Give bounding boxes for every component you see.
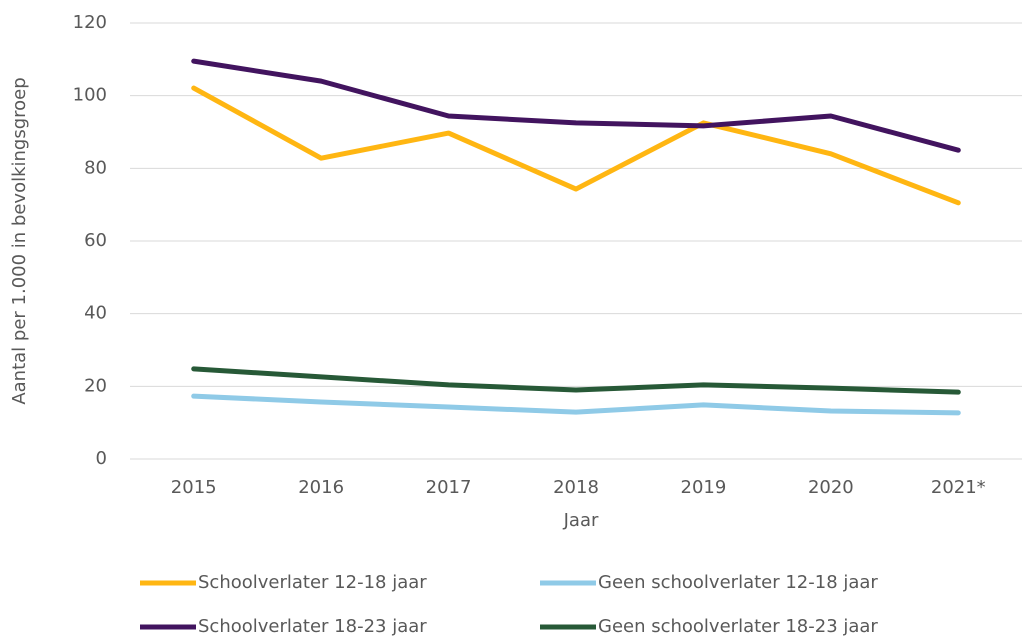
legend-label: Geen schoolverlater 18-23 jaar (598, 616, 878, 637)
x-tick-label: 2020 (808, 477, 854, 498)
x-tick-label: 2017 (426, 477, 472, 498)
legend-label: Geen schoolverlater 12-18 jaar (598, 572, 878, 593)
y-tick-label: 80 (84, 157, 107, 178)
series-line (191, 366, 961, 395)
y-tick-label: 60 (84, 230, 107, 251)
x-tick-label: 2018 (553, 477, 599, 498)
series-line (191, 58, 961, 153)
x-axis-title: Jaar (563, 510, 599, 531)
x-tick-label: 2015 (171, 477, 217, 498)
y-tick-label: 40 (84, 303, 107, 324)
x-tick-label: 2016 (298, 477, 344, 498)
y-tick-label: 120 (73, 12, 107, 33)
series-line (191, 393, 961, 416)
y-tick-label: 0 (96, 448, 107, 469)
y-tick-label: 20 (84, 375, 107, 396)
x-tick-label: 2019 (681, 477, 727, 498)
series-line (191, 85, 961, 206)
x-tick-label: 2021* (931, 477, 986, 498)
y-axis-title: Aantal per 1.000 in bevolkingsgroep (9, 77, 30, 404)
legend-label: Schoolverlater 18-23 jaar (198, 616, 427, 637)
legend-label: Schoolverlater 12-18 jaar (198, 572, 427, 593)
y-tick-label: 100 (73, 85, 107, 106)
